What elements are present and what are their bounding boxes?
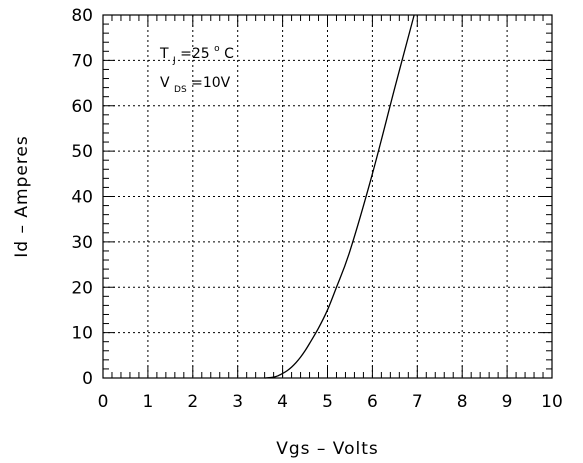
y-tick-label: 40 xyxy=(71,188,93,208)
x-tick-label: 10 xyxy=(541,392,563,412)
x-tick-label: 3 xyxy=(232,392,243,412)
x-tick-label: 5 xyxy=(322,392,333,412)
y-tick-label: 0 xyxy=(82,369,93,389)
x-axis-title: Vgs – Volts xyxy=(276,439,379,459)
y-tick-label: 20 xyxy=(71,278,93,298)
x-tick-label: 8 xyxy=(457,392,468,412)
y-tick-labels: 0 10 20 30 40 50 60 70 80 xyxy=(71,6,93,389)
x-tick-labels: 0 1 2 3 4 5 6 7 8 9 10 xyxy=(98,392,563,412)
tj-value: =25 xyxy=(180,46,210,62)
y-tick-label: 70 xyxy=(71,51,93,71)
y-tick-label: 50 xyxy=(71,142,93,162)
x-tick-label: 1 xyxy=(142,392,153,412)
tj-symbol: T xyxy=(159,46,169,62)
plot-frame xyxy=(102,14,553,379)
x-tick-label: 2 xyxy=(187,392,198,412)
vds-symbol: V xyxy=(160,75,170,91)
x-tick-label: 6 xyxy=(367,392,378,412)
tj-subscript: J xyxy=(172,56,176,66)
vds-value: =10V xyxy=(191,75,231,91)
x-tick-label: 9 xyxy=(502,392,513,412)
y-tick-label: 10 xyxy=(71,324,93,344)
x-tick-label: 7 xyxy=(412,392,423,412)
annotation-junction-temp: T J =25 o C xyxy=(159,39,234,67)
y-tick-label: 80 xyxy=(71,6,93,26)
y-tick-label: 60 xyxy=(71,97,93,117)
y-tick-label: 30 xyxy=(71,233,93,253)
x-tick-label: 4 xyxy=(277,392,288,412)
svg-text:V DS =10V: V DS =10V xyxy=(160,75,231,96)
grid xyxy=(103,15,552,378)
tj-unit: C xyxy=(224,46,234,62)
x-tick-label: 0 xyxy=(98,392,109,412)
tj-degree: o xyxy=(214,44,220,54)
svg-text:T J =25 o: T J =25 o C xyxy=(159,39,234,67)
minor-ticks xyxy=(103,15,552,378)
series-line xyxy=(264,14,415,379)
vds-subscript: DS xyxy=(174,85,187,95)
y-axis-title: Id – Amperes xyxy=(12,135,32,257)
annotation-drain-source-voltage: V DS =10V xyxy=(160,75,231,96)
